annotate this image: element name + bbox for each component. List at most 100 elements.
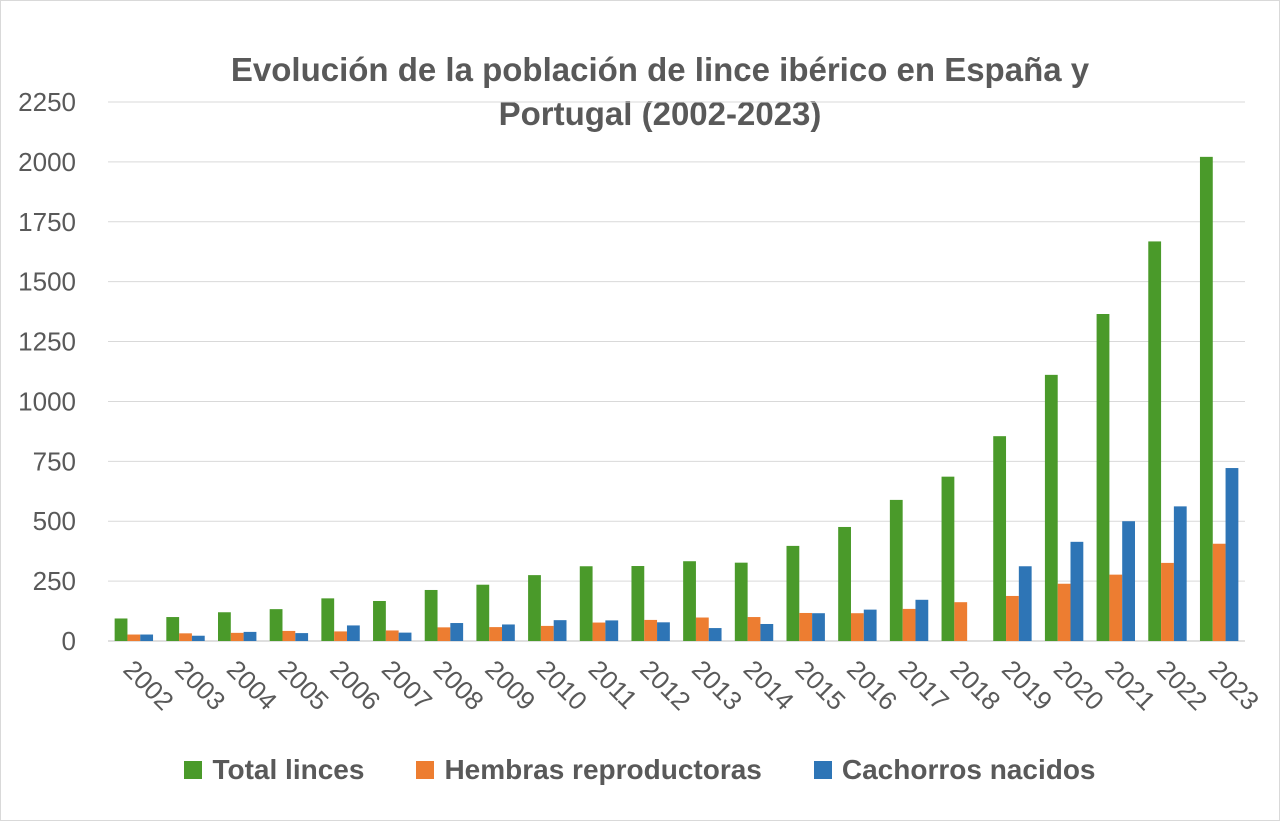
legend-label-cachorros: Cachorros nacidos: [841, 754, 1096, 785]
bar-hembras: [850, 613, 864, 641]
x-tick-label: 2007: [376, 654, 438, 716]
bar-cachorros: [1225, 468, 1239, 641]
bar-total: [1199, 156, 1213, 641]
legend-label-total: Total linces: [212, 754, 365, 785]
bar-cachorros: [760, 623, 774, 641]
x-tick-label: 2013: [686, 654, 748, 716]
bar-hembras: [179, 633, 192, 641]
bar-hembras: [592, 622, 606, 641]
bar-total: [889, 499, 903, 641]
bar-total: [166, 617, 180, 641]
bar-hembras: [1057, 583, 1071, 641]
bar-cachorros: [346, 625, 360, 641]
bar-total: [993, 436, 1007, 641]
bar-hembras: [799, 612, 813, 641]
legend-item-hembras: Hembras reproductoras: [416, 754, 762, 786]
x-tick-label: 2004: [221, 654, 283, 716]
x-tick-label: 2021: [1100, 654, 1162, 716]
y-tick-label: 2000: [18, 147, 76, 177]
x-tick-label: 2014: [738, 654, 800, 716]
bar-total: [786, 545, 800, 641]
bar-cachorros: [398, 632, 412, 641]
legend-item-cachorros: Cachorros nacidos: [813, 754, 1096, 786]
bar-cachorros: [450, 623, 464, 641]
x-tick-label: 2015: [789, 654, 851, 716]
bar-cachorros: [1018, 566, 1032, 641]
legend: Total linces Hembras reproductoras Cacho…: [0, 754, 1280, 786]
bar-total: [1096, 314, 1110, 641]
x-tick-label: 2018: [945, 654, 1007, 716]
bar-cachorros: [140, 634, 154, 641]
bar-hembras: [954, 602, 968, 641]
bar-hembras: [230, 632, 244, 641]
y-tick-label: 2250: [18, 87, 76, 117]
x-tick-label: 2020: [1048, 654, 1110, 716]
legend-swatch-hembras: [416, 761, 435, 779]
bar-total: [734, 562, 748, 641]
bar-total: [373, 600, 386, 641]
legend-swatch-total: [184, 761, 203, 779]
x-tick-label: 2019: [996, 654, 1058, 716]
bar-hembras: [1212, 543, 1226, 641]
bar-hembras: [695, 617, 709, 641]
bar-total: [1148, 241, 1162, 641]
x-tick-label: 2017: [893, 654, 955, 716]
bar-total: [321, 598, 335, 641]
bar-hembras: [1161, 562, 1174, 641]
bar-hembras: [282, 630, 296, 641]
bar-cachorros: [657, 622, 670, 641]
bar-cachorros: [1070, 541, 1084, 641]
x-tick-label: 2022: [1151, 654, 1213, 716]
y-tick-label: 1000: [18, 386, 76, 416]
bar-cachorros: [708, 628, 722, 641]
x-tick-label: 2010: [531, 654, 593, 716]
bar-cachorros: [863, 609, 877, 641]
bar-cachorros: [553, 620, 567, 641]
x-tick-label: 2012: [634, 654, 696, 716]
bar-hembras: [489, 627, 503, 641]
bar-cachorros: [243, 631, 257, 641]
bar-hembras: [902, 608, 916, 641]
bar-hembras: [127, 634, 141, 641]
bar-total: [941, 476, 955, 641]
x-tick-label: 2009: [479, 654, 541, 716]
x-tick-label: 2008: [428, 654, 490, 716]
x-tick-label: 2016: [841, 654, 903, 716]
bar-total: [528, 575, 541, 641]
legend-item-total: Total linces: [184, 754, 364, 786]
bar-hembras: [1109, 574, 1123, 641]
bar-hembras: [747, 617, 761, 641]
bar-total: [424, 589, 438, 641]
x-tick-label: 2006: [324, 654, 386, 716]
bar-hembras: [334, 631, 347, 641]
bar-cachorros: [295, 633, 309, 641]
bar-hembras: [644, 619, 658, 641]
bar-hembras: [1006, 595, 1019, 641]
chart-title: Evolución de la población de lince ibéri…: [230, 51, 1090, 132]
y-tick-label: 750: [33, 446, 76, 476]
bar-total: [218, 612, 231, 641]
bar-hembras: [385, 630, 399, 641]
y-tick-label: 250: [33, 566, 76, 596]
x-tick-label: 2002: [118, 654, 180, 716]
bar-total: [631, 566, 645, 641]
bar-total: [269, 609, 283, 641]
bar-cachorros: [1173, 506, 1187, 641]
bar-cachorros: [191, 635, 205, 641]
y-tick-label: 1750: [18, 207, 76, 237]
bar-cachorros: [915, 599, 929, 641]
bar-total: [114, 618, 128, 641]
y-tick-label: 1250: [18, 327, 76, 357]
x-tick-label: 2005: [273, 654, 335, 716]
x-tick-label: 2011: [583, 654, 644, 715]
bar-total: [838, 526, 851, 641]
bar-hembras: [437, 627, 451, 641]
y-tick-label: 500: [33, 506, 76, 536]
bar-total: [476, 584, 490, 641]
y-tick-label: 0: [62, 626, 76, 656]
legend-swatch-cachorros: [813, 761, 832, 779]
bar-total: [1044, 374, 1058, 641]
bar-cachorros: [502, 624, 515, 641]
